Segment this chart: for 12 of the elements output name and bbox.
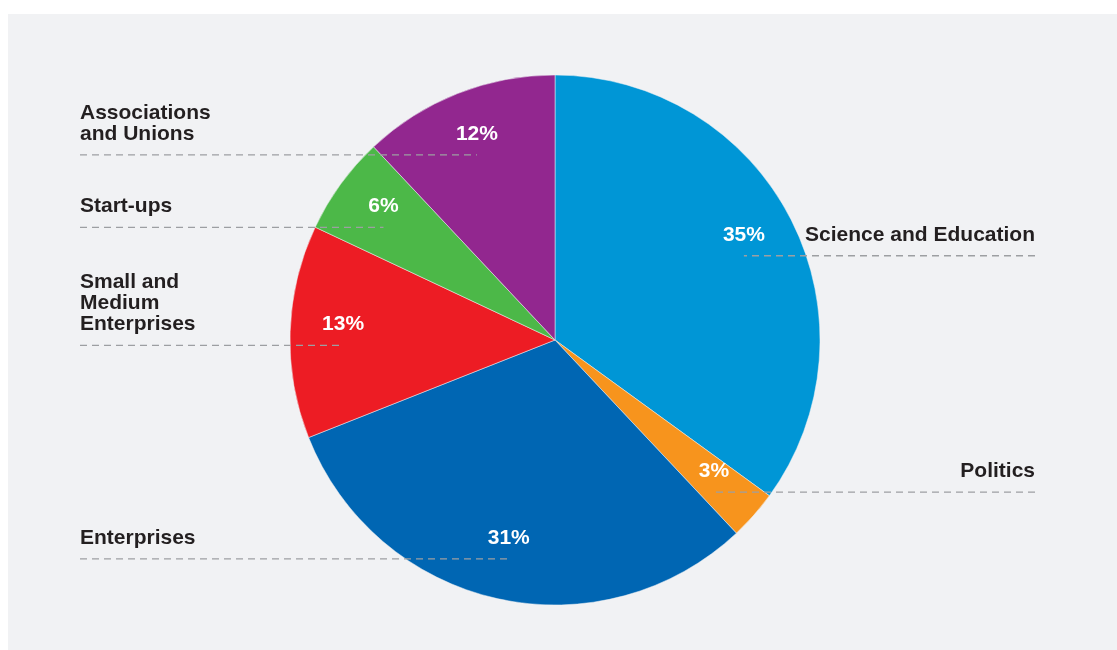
data-label: 31% (487, 524, 531, 548)
data-label: 3% (698, 458, 730, 482)
data-label: 12% (455, 120, 499, 144)
data-label: 6% (368, 193, 399, 217)
data-label: 13% (322, 311, 365, 335)
slice-label: Start-ups (80, 193, 173, 217)
slice-label: Associations and Unions (80, 99, 217, 144)
slice-label: Enterprises (80, 524, 196, 548)
data-label: 35% (722, 221, 766, 245)
slice-label: Politics (960, 458, 1035, 482)
slice-label: Small and Medium Enterprises (80, 269, 196, 335)
slice-label: Science and Education (805, 221, 1035, 245)
